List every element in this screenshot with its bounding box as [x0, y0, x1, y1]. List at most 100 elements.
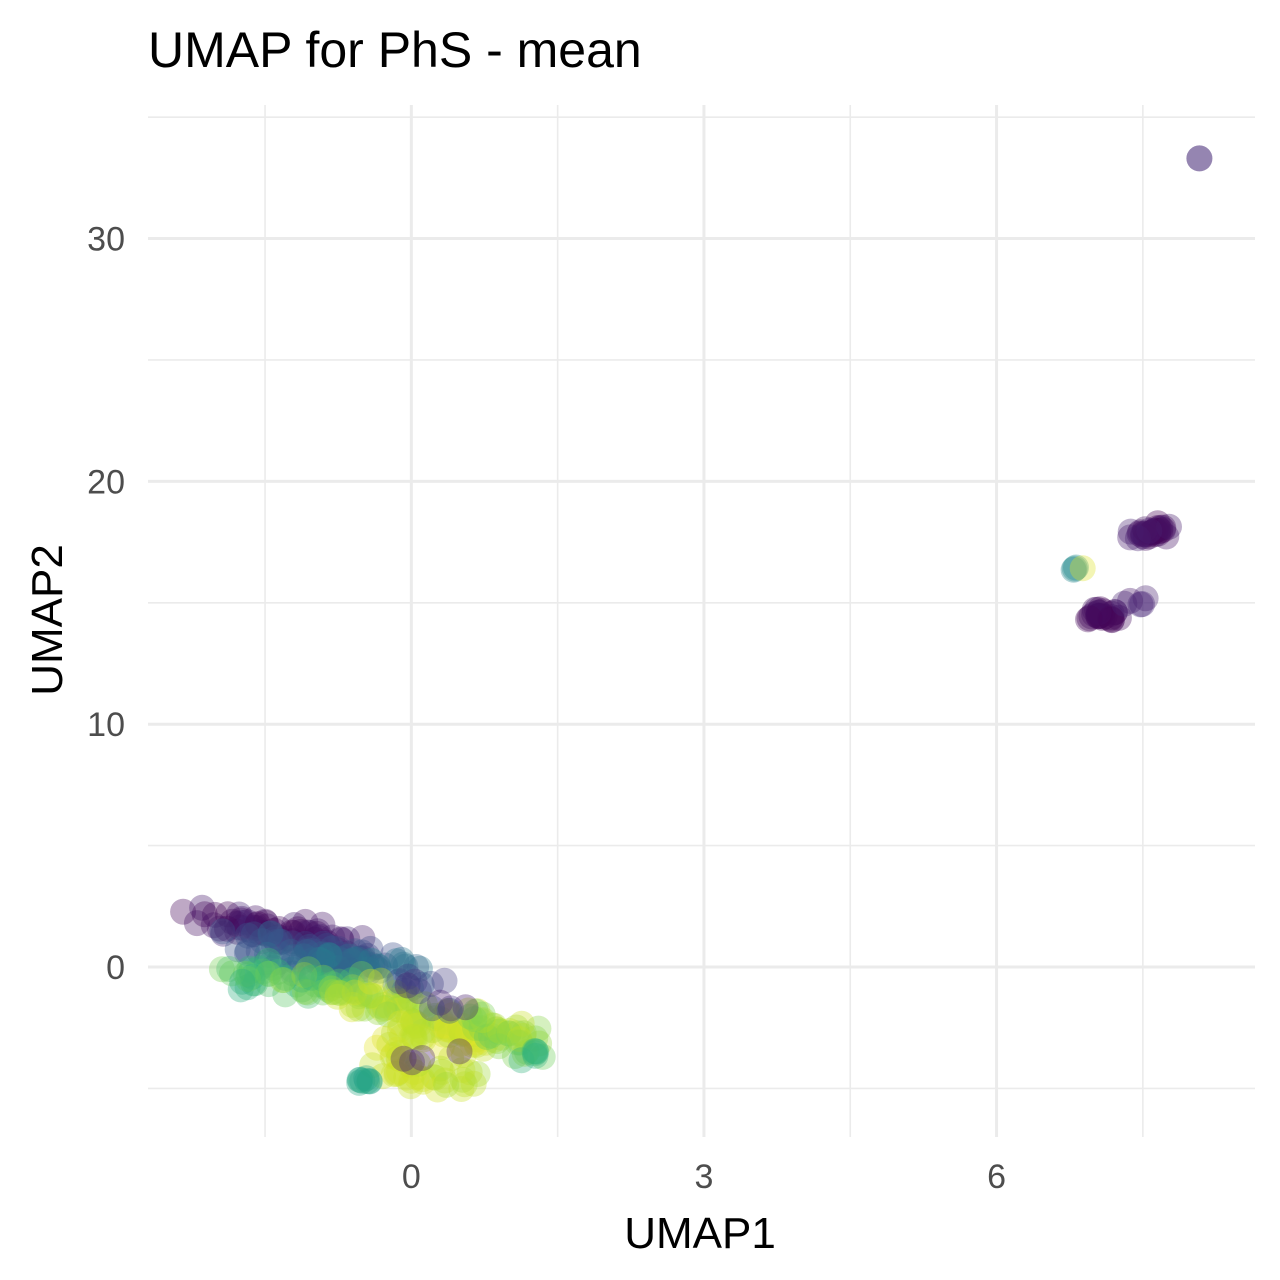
data-point	[1086, 603, 1113, 629]
data-point	[328, 927, 355, 954]
data-point	[380, 987, 407, 1014]
data-point	[288, 918, 314, 945]
data-point	[269, 967, 296, 994]
data-point	[344, 946, 371, 973]
data-point	[245, 938, 272, 965]
data-point	[1085, 602, 1112, 629]
data-point	[419, 1017, 446, 1044]
data-point	[386, 1058, 413, 1085]
data-point	[234, 922, 261, 949]
data-point	[216, 956, 243, 982]
data-point	[224, 936, 251, 963]
data-point	[314, 943, 341, 970]
data-point	[1081, 596, 1108, 623]
data-point	[292, 908, 319, 935]
data-point	[316, 942, 343, 969]
data-point	[243, 914, 270, 941]
data-point	[506, 1026, 533, 1052]
data-point	[338, 948, 365, 975]
data-point	[504, 1020, 531, 1047]
data-point	[295, 982, 322, 1009]
data-point	[252, 908, 279, 935]
data-point	[291, 962, 318, 988]
data-point	[424, 1076, 451, 1103]
data-point	[319, 971, 346, 998]
data-point	[325, 968, 352, 995]
data-point	[1147, 517, 1174, 544]
data-point	[326, 972, 352, 998]
data-point	[420, 1064, 447, 1091]
data-point	[433, 1013, 460, 1040]
data-point	[388, 1023, 415, 1050]
data-point	[402, 1010, 429, 1037]
data-point	[355, 956, 382, 983]
data-point	[372, 952, 398, 979]
data-point	[313, 931, 340, 958]
x-tick-label: 3	[694, 1158, 713, 1196]
data-point	[334, 970, 361, 996]
data-point	[1091, 603, 1118, 630]
data-point	[272, 981, 299, 1008]
data-point	[1117, 518, 1144, 545]
data-point	[359, 952, 386, 979]
data-point	[405, 1012, 432, 1039]
data-point	[409, 1066, 436, 1093]
data-point	[1144, 515, 1171, 541]
data-point	[304, 918, 331, 945]
data-point	[400, 1008, 427, 1035]
data-point	[459, 1031, 486, 1058]
data-point	[253, 949, 280, 976]
data-point	[265, 949, 292, 976]
data-point	[449, 1020, 476, 1047]
data-point	[223, 910, 250, 937]
data-point	[1129, 591, 1156, 618]
data-point	[318, 975, 345, 1002]
data-point	[209, 918, 236, 945]
data-point	[409, 1002, 436, 1029]
data-point	[1145, 520, 1172, 547]
data-point	[433, 1071, 460, 1098]
data-point	[463, 1031, 490, 1058]
data-point	[438, 1045, 465, 1072]
data-point	[1138, 519, 1165, 546]
data-point	[316, 942, 342, 968]
data-point	[447, 1016, 474, 1043]
data-point	[511, 1040, 538, 1067]
data-point	[394, 972, 421, 999]
data-point	[240, 921, 266, 948]
data-point	[422, 1064, 449, 1091]
data-point	[294, 937, 321, 964]
data-point	[1127, 519, 1154, 546]
data-point	[310, 964, 337, 991]
data-point	[201, 901, 228, 928]
data-point	[255, 971, 282, 998]
data-point	[408, 971, 435, 998]
data-point	[386, 1016, 413, 1043]
data-point	[233, 939, 260, 966]
data-point	[249, 928, 276, 955]
data-point	[350, 952, 377, 979]
data-point	[317, 952, 344, 979]
data-point	[485, 1033, 512, 1060]
data-point	[320, 957, 347, 984]
data-point	[1150, 516, 1176, 543]
data-point	[398, 975, 424, 1002]
data-point	[1085, 603, 1112, 630]
data-point	[354, 1068, 381, 1095]
data-point	[300, 934, 327, 961]
data-point	[294, 919, 321, 946]
data-point	[401, 1025, 428, 1052]
y-tick-labels: 0 10 20 30	[87, 221, 125, 987]
data-point	[398, 1067, 425, 1094]
data-point	[454, 1021, 481, 1048]
data-point	[450, 1042, 477, 1068]
data-point	[433, 1016, 460, 1043]
data-point	[513, 1038, 540, 1065]
data-point	[325, 935, 352, 962]
data-point	[436, 1016, 463, 1043]
y-axis-title: UMAP2	[23, 544, 72, 696]
data-point	[307, 950, 334, 977]
data-point	[364, 953, 391, 980]
data-point	[1098, 607, 1125, 634]
